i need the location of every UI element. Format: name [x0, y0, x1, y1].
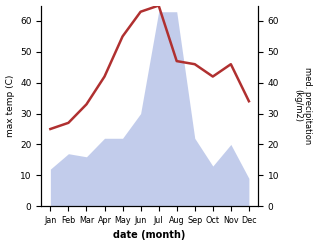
Y-axis label: max temp (C): max temp (C): [5, 75, 15, 137]
Y-axis label: med. precipitation
(kg/m2): med. precipitation (kg/m2): [293, 67, 313, 144]
X-axis label: date (month): date (month): [114, 231, 186, 240]
